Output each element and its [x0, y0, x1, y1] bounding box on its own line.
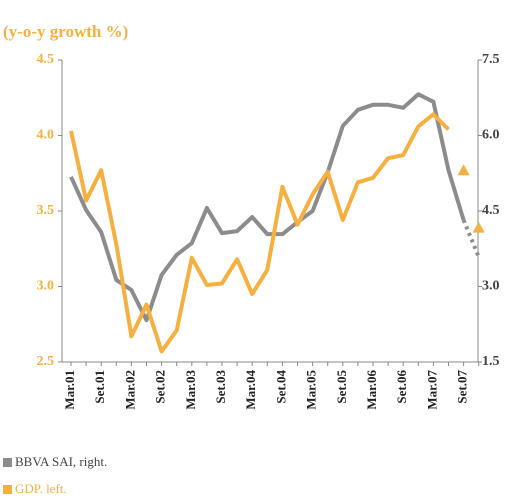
y-tick-label: 3.0	[37, 279, 55, 294]
y-tick-label: 4.5	[37, 52, 55, 67]
y-tick-label: 2.5	[37, 354, 55, 369]
x-tick-label: Set.01	[92, 370, 107, 404]
forecast-marker	[472, 221, 485, 233]
y-tick-label: 4.0	[37, 128, 55, 143]
x-tick-label: Mar.04	[243, 370, 258, 410]
chart-subtitle: (y-o-y growth %)	[3, 22, 128, 41]
x-tick-label: Mar.05	[304, 370, 319, 410]
legend-label: GDP. left.	[15, 481, 67, 496]
x-tick-label: Mar.07	[424, 370, 439, 410]
legend-swatch	[3, 458, 12, 467]
x-tick-label: Set.05	[334, 370, 349, 404]
y2-tick-label: 4.5	[482, 203, 500, 218]
x-tick-label: Mar.06	[364, 370, 379, 410]
x-tick-label: Mar.02	[122, 370, 137, 410]
y-tick-label: 3.5	[37, 203, 55, 218]
y2-tick-label: 6.0	[482, 128, 500, 143]
legend-swatch	[3, 485, 12, 494]
y2-tick-label: 3.0	[482, 279, 500, 294]
y2-tick-label: 7.5	[482, 52, 500, 67]
x-tick-label: Set.06	[394, 370, 409, 404]
series-line	[69, 92, 466, 323]
x-tick-label: Mar.01	[62, 370, 77, 410]
y2-tick-label: 1.5	[482, 354, 500, 369]
forecast-marker	[457, 164, 470, 176]
x-tick-label: Set.04	[273, 370, 288, 404]
x-tick-label: Set.07	[455, 370, 470, 404]
x-tick-label: Set.03	[213, 370, 228, 404]
x-tick-label: Mar.03	[183, 370, 198, 410]
forecast-line	[461, 219, 481, 258]
series-line	[69, 112, 450, 354]
x-tick-label: Set.02	[153, 370, 168, 404]
legend-label: BBVA SAI, right.	[15, 454, 107, 469]
